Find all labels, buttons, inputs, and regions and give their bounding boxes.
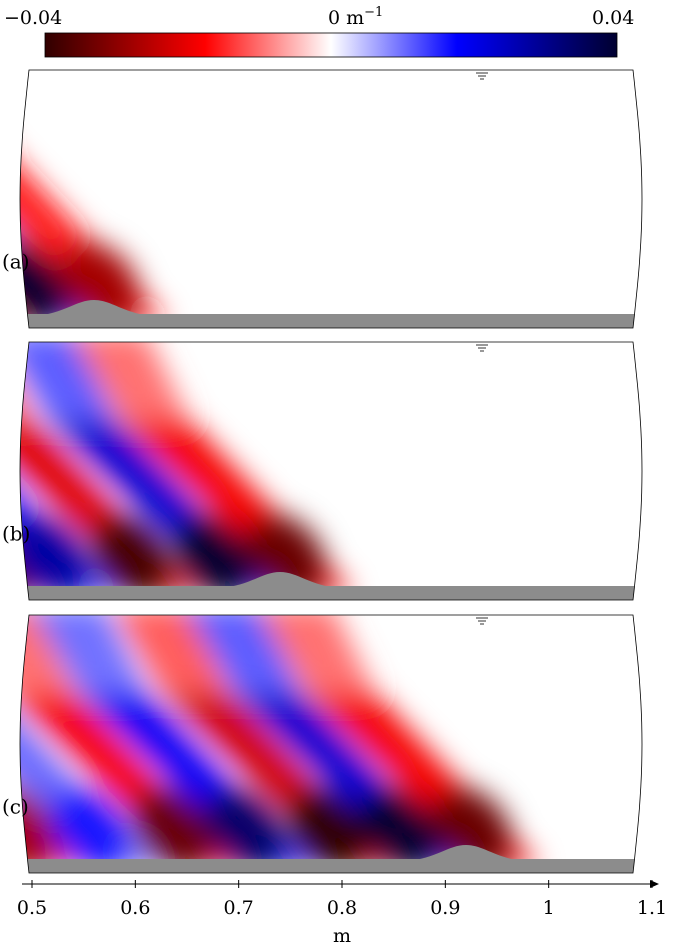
colorbar: −0.04 0 m−1 0.04 — [4, 5, 634, 58]
vorticity-core — [359, 786, 441, 873]
x-tick-label: 1.1 — [637, 897, 667, 919]
vorticity-band-upper — [20, 615, 75, 693]
colorbar-mid-exponent: −1 — [364, 5, 383, 20]
x-axis: 0.5 0.6 0.7 0.8 0.9 1 1.1 m — [17, 880, 667, 945]
panel-outline — [19, 614, 643, 874]
x-ticks: 0.5 0.6 0.7 0.8 0.9 1 1.1 — [17, 880, 667, 919]
x-tick-label: 0.7 — [224, 897, 254, 919]
vorticity-core — [173, 513, 255, 600]
free-surface-icon — [476, 617, 488, 625]
vorticity-core — [90, 513, 172, 600]
bed-bump — [220, 572, 340, 588]
panel-outline — [19, 341, 643, 601]
x-axis-label: m — [333, 925, 351, 945]
x-tick-label: 0.6 — [120, 897, 150, 919]
colorbar-gradient — [44, 32, 618, 58]
vorticity-core — [20, 241, 69, 328]
x-tick-label: 1 — [543, 897, 555, 919]
x-tick-label: 0.8 — [327, 897, 357, 919]
colorbar-max-label: 0.04 — [592, 7, 634, 29]
vorticity-band-upper — [255, 615, 374, 693]
vorticity-core — [287, 786, 369, 873]
x-tick-label: 0.5 — [17, 897, 47, 919]
colorbar-mid-unit: 0 m — [328, 7, 364, 29]
vorticity-core — [20, 513, 90, 600]
panel-b: (b) — [2, 341, 643, 601]
colorbar-min-label: −0.04 — [4, 7, 62, 29]
vorticity-core — [49, 786, 131, 873]
x-axis-arrowhead — [650, 880, 659, 888]
panel-label: (b) — [2, 522, 30, 546]
panels: (a) (b) (c) — [0, 60, 643, 874]
vorticity-band-upper — [28, 615, 147, 693]
bed — [20, 314, 642, 328]
vorticity-band-upper — [111, 615, 230, 693]
panel-label: (a) — [2, 250, 30, 274]
bed — [20, 586, 642, 600]
vorticity-core — [132, 786, 214, 873]
vorticity-core — [204, 786, 286, 873]
bed — [20, 859, 642, 873]
bed-bump — [406, 845, 526, 861]
vorticity-band-upper — [183, 615, 302, 693]
vorticity-core — [20, 786, 59, 873]
free-surface-icon — [476, 72, 488, 80]
vorticity-band-upper — [69, 342, 188, 420]
free-surface-icon — [476, 344, 488, 352]
colorbar-mid-label: 0 m−1 — [328, 5, 383, 29]
x-tick-label: 0.9 — [430, 897, 460, 919]
panel-outline — [19, 69, 643, 329]
panel-a: (a) — [0, 60, 643, 329]
panel-c: (c) — [2, 614, 643, 874]
panel-label: (c) — [2, 795, 29, 819]
vorticity-band-upper — [0, 60, 2, 147]
bed-bump — [34, 300, 154, 316]
